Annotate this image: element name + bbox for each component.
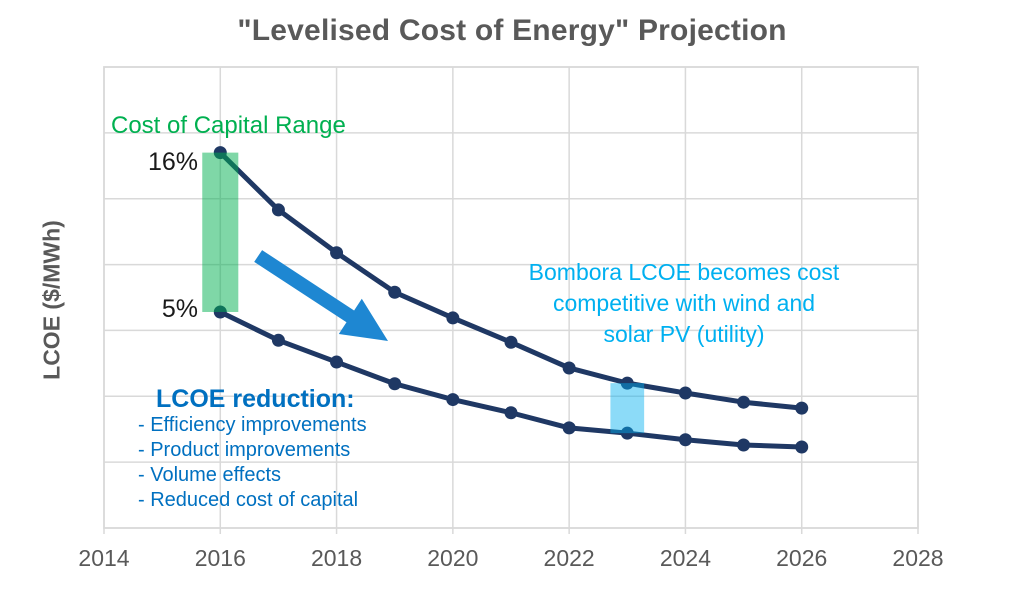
upper-rate-label: 16% (147, 148, 198, 176)
lcoe-reduction-item: - Reduced cost of capital (138, 489, 359, 511)
data-point-marker (504, 406, 518, 420)
data-point-marker (330, 355, 344, 369)
chart-title: "Levelised Cost of Energy" Projection (237, 14, 787, 47)
lcoe-reduction-list: - Efficiency improvements - Product impr… (138, 413, 367, 513)
data-point-marker (795, 401, 809, 415)
x-tick-label: 2016 (194, 545, 246, 571)
data-point-marker (620, 426, 634, 440)
data-point-marker (446, 393, 460, 407)
cost-of-capital-range-band (202, 152, 239, 312)
x-tick-label: 2018 (310, 545, 363, 571)
downward-trend-arrow-icon (254, 250, 388, 341)
competitive-note-line: solar PV (utility) (603, 321, 765, 347)
data-point-marker (678, 386, 692, 400)
cost-of-capital-range-label: Cost of Capital Range (111, 112, 346, 139)
data-point-marker (795, 440, 809, 454)
x-tick-label: 2024 (659, 545, 712, 571)
competitive-note-line: Bombora LCOE becomes cost (528, 259, 840, 285)
y-axis-title: LCOE ($/MWh) (38, 220, 65, 380)
data-point-marker (446, 311, 460, 325)
data-point-marker (620, 376, 634, 390)
x-tick-label: 2020 (427, 545, 479, 571)
series-layer (213, 146, 809, 454)
data-point-marker (271, 203, 285, 217)
lcoe-reduction-heading: LCOE reduction: (156, 385, 355, 413)
cost-competitive-band (610, 383, 645, 434)
x-tick-label: 2026 (776, 545, 828, 571)
data-point-marker (504, 335, 518, 349)
x-tick-label: 2028 (892, 545, 944, 571)
x-tick-label: 2022 (543, 545, 595, 571)
data-point-marker (330, 246, 344, 260)
highlight-band-layer (202, 152, 645, 434)
data-point-marker (388, 377, 402, 391)
data-point-marker (737, 438, 751, 452)
plot-border (103, 66, 919, 529)
data-point-marker (562, 421, 576, 435)
data-point-marker (271, 333, 285, 347)
lcoe-reduction-item: - Product improvements (138, 439, 351, 461)
x-tick-label: 2014 (78, 545, 130, 571)
data-point-marker (388, 285, 402, 299)
lcoe-reduction-item: - Efficiency improvements (138, 414, 367, 436)
data-point-marker (562, 361, 576, 375)
lower-rate-label: 5% (161, 295, 198, 323)
data-point-marker (737, 395, 751, 409)
grid-layer (103, 66, 919, 534)
competitive-note: Bombora LCOE becomes cost competitive wi… (500, 257, 868, 350)
competitive-note-line: competitive with wind and (552, 290, 816, 316)
data-point-marker (678, 433, 692, 447)
lcoe-reduction-item: - Volume effects (138, 464, 282, 486)
